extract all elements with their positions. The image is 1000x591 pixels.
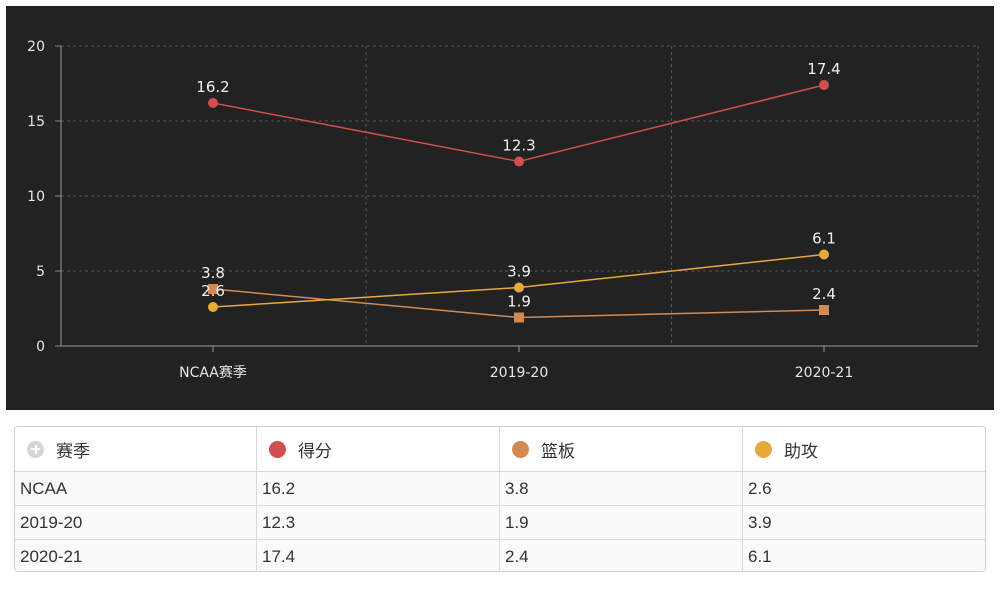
- data-label: 6.1: [812, 230, 836, 248]
- data-label: 12.3: [502, 137, 535, 155]
- data-label: 1.9: [507, 293, 531, 311]
- data-label: 17.4: [807, 60, 840, 78]
- data-label: 3.8: [201, 264, 225, 282]
- table-cell: 2020-21: [20, 546, 83, 566]
- y-tick-label: 5: [36, 264, 45, 280]
- data-point: [514, 282, 524, 293]
- header-label: 助攻: [784, 441, 818, 461]
- chart-panel: 0 5 10 15 20 NCAA赛季 2019-20 2020-21 16.2 12.3 17.4…: [6, 6, 994, 410]
- data-label: 2.4: [812, 285, 836, 303]
- table-cell: NCAA: [20, 478, 68, 498]
- table-cell: 2019-20: [20, 512, 83, 532]
- table-cell: 17.4: [256, 540, 499, 571]
- table-row: NCAA 16.2 3.8 2.6: [15, 471, 985, 505]
- data-point-square: [208, 284, 218, 294]
- legend-dot-icon: [512, 440, 529, 458]
- data-table: 赛季 得分 篮板 助攻 NCAA 16.2 3.8 2.6 2019-20 12…: [14, 426, 986, 572]
- legend-dot-icon: [269, 440, 286, 458]
- x-tick-label: NCAA赛季: [179, 365, 247, 381]
- table-header-row: 赛季 得分 篮板 助攻: [15, 427, 985, 471]
- header-label: 篮板: [541, 441, 575, 461]
- data-point: [208, 98, 218, 108]
- table-cell: 12.3: [256, 506, 499, 539]
- table-cell: 3.8: [499, 472, 742, 505]
- table-row: 2019-20 12.3 1.9 3.9: [15, 505, 985, 539]
- header-cell-assists[interactable]: 助攻: [742, 427, 985, 471]
- data-label: 16.2: [196, 78, 229, 96]
- header-cell-rebounds[interactable]: 篮板: [499, 427, 742, 471]
- header-label: 得分: [298, 441, 332, 461]
- legend-dot-icon: [755, 440, 772, 458]
- plus-circle-icon[interactable]: [27, 440, 44, 458]
- y-tick-label: 20: [27, 39, 45, 55]
- table-cell: 3.9: [742, 506, 985, 539]
- table-cell: 6.1: [742, 540, 985, 571]
- data-point: [514, 156, 524, 167]
- x-tick-label: 2020-21: [795, 365, 854, 381]
- data-point: [819, 249, 829, 260]
- y-tick-label: 0: [36, 339, 45, 355]
- table-row: 2020-21 17.4 2.4 6.1: [15, 539, 985, 571]
- data-label: 2.6: [201, 282, 225, 300]
- table-cell: 16.2: [256, 472, 499, 505]
- data-point-square: [514, 312, 524, 323]
- table-cell: 2.4: [499, 540, 742, 571]
- data-point: [819, 80, 829, 90]
- x-tick-label: 2019-20: [490, 365, 549, 381]
- y-tick-label: 15: [27, 114, 45, 130]
- table-cell: 2.6: [742, 472, 985, 505]
- data-point: [208, 302, 218, 312]
- data-label: 3.9: [507, 263, 531, 281]
- header-label: 赛季: [56, 441, 90, 461]
- data-point-square: [819, 305, 829, 315]
- line-chart: 0 5 10 15 20 NCAA赛季 2019-20 2020-21 16.2 12.3 17.4…: [27, 39, 979, 381]
- header-cell-season[interactable]: 赛季: [15, 427, 256, 471]
- y-tick-label: 10: [27, 189, 45, 205]
- table-cell: 1.9: [499, 506, 742, 539]
- header-cell-points[interactable]: 得分: [256, 427, 499, 471]
